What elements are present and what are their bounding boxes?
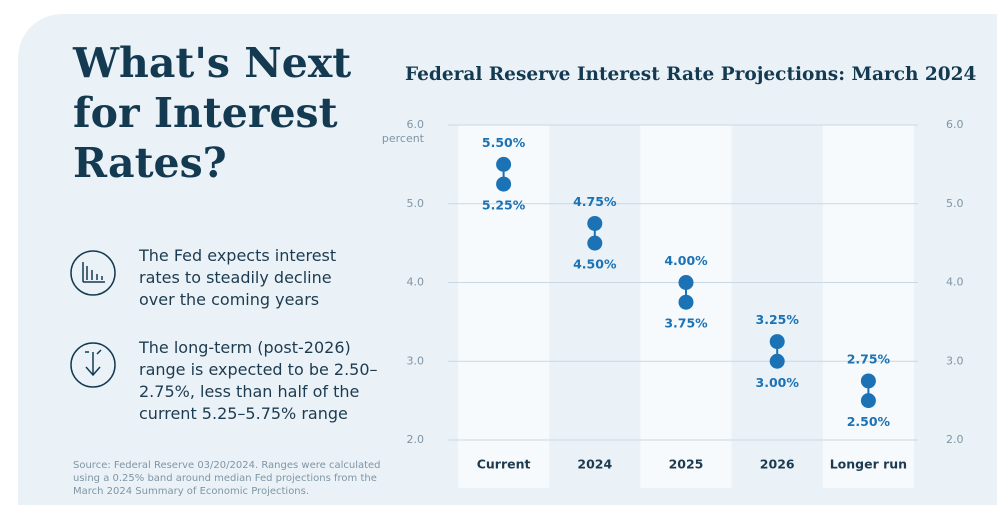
low-dot	[678, 294, 694, 310]
y2-tick-label: 3.0	[946, 354, 964, 367]
y2-tick-label: 2.0	[946, 433, 964, 446]
point-text: The Fed expects interest rates to steadi…	[139, 246, 337, 309]
value-label: 3.25%	[756, 312, 800, 327]
low-dot	[860, 393, 876, 409]
value-label: 2.50%	[847, 414, 891, 429]
high-dot	[769, 334, 785, 350]
icon-circle	[70, 250, 116, 296]
high-dot	[678, 275, 694, 290]
y-tick-label: 6.0	[407, 118, 425, 131]
y-axis-label: percent	[382, 132, 425, 145]
y-tick-label: 5.0	[407, 197, 425, 210]
icon-circle	[70, 342, 116, 388]
y2-tick-label: 6.0	[946, 118, 964, 131]
x-tick-label: 2026	[760, 457, 795, 472]
icon-chart	[82, 262, 105, 283]
y-tick-label: 2.0	[407, 433, 425, 446]
y2-tick-label: 5.0	[946, 197, 964, 210]
icons	[70, 250, 116, 388]
value-label: 5.50%	[482, 135, 526, 150]
icon-arrow	[85, 349, 102, 377]
value-label: 5.25%	[482, 198, 526, 213]
low-dot	[769, 353, 785, 369]
low-dot	[496, 176, 512, 192]
point-text: The long-term (post-2026) range is expec…	[139, 338, 378, 423]
x-tick-label: Current	[477, 457, 531, 472]
high-dot	[496, 156, 512, 172]
y-tick-label: 4.0	[407, 276, 425, 289]
y2-tick-label: 4.0	[946, 276, 964, 289]
value-label: 4.75%	[573, 194, 617, 209]
value-label: 3.75%	[664, 316, 708, 331]
low-dot	[587, 235, 603, 251]
high-dot	[860, 373, 876, 389]
value-label: 4.50%	[573, 257, 617, 272]
headline: What's Next for Interest Rates?	[73, 39, 352, 187]
source: Source: Federal Reserve 03/20/2024. Rang…	[73, 460, 381, 497]
y-tick-label: 3.0	[407, 354, 425, 367]
x-tick-label: Longer run	[830, 457, 907, 472]
value-label: 4.00%	[664, 253, 708, 268]
high-dot	[587, 215, 603, 231]
value-label: 2.75%	[847, 351, 891, 366]
x-tick-label: 2024	[577, 457, 612, 472]
column-band	[822, 125, 914, 488]
value-label: 3.00%	[756, 375, 800, 390]
x-tick-label: 2025	[669, 457, 704, 472]
chart-title: Federal Reserve Interest Rate Projection…	[405, 64, 976, 85]
